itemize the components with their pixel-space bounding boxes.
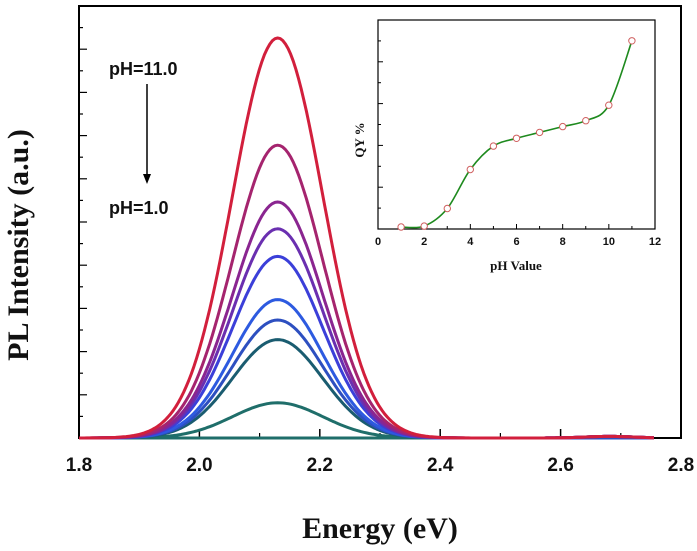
qy-data-point xyxy=(420,222,428,230)
qy-data-point xyxy=(512,134,521,143)
pl-spectrum-line xyxy=(79,36,654,440)
inset-x-tick-label: 8 xyxy=(560,236,566,248)
pl-spectrum-line xyxy=(79,254,654,440)
annotation-ph-low: pH=1.0 xyxy=(109,198,169,218)
inset-x-tick-label: 4 xyxy=(467,236,474,248)
pl-spectrum-line xyxy=(79,227,654,440)
pl-spectrum-line xyxy=(79,298,654,440)
inset-x-ticks: 0 2 4 6 8 10 12 xyxy=(375,224,661,248)
pl-spectrum-line xyxy=(79,200,654,440)
main-x-tick-label: 2.6 xyxy=(547,455,573,476)
inset-x-tick-label: 10 xyxy=(603,236,615,248)
qy-data-point xyxy=(582,117,590,125)
main-plot: 1.8 2.0 2.2 2.4 2.6 2.8 Energy (eV) PL Intens… xyxy=(2,5,694,545)
main-x-tick-label: 2.8 xyxy=(668,455,694,476)
qy-data-point xyxy=(605,101,613,109)
main-x-tick-label: 2.0 xyxy=(186,455,212,476)
inset-x-tick-label: 0 xyxy=(375,236,381,248)
main-x-tick-label: 2.2 xyxy=(307,455,333,476)
qy-data-point xyxy=(489,142,498,150)
inset-x-axis-title: pH Value xyxy=(490,258,542,273)
main-x-tick-label: 1.8 xyxy=(66,455,92,476)
inset-series-group xyxy=(397,37,636,231)
inset-x-tick-label: 6 xyxy=(513,236,519,248)
main-x-ticks: 1.8 2.0 2.2 2.4 2.6 2.8 xyxy=(66,429,694,476)
main-y-axis-title: PL Intensity (a.u.) xyxy=(2,129,35,361)
qy-data-point xyxy=(397,223,405,231)
main-y-ticks xyxy=(79,5,87,439)
qy-data-point xyxy=(628,37,636,45)
inset-plot-frame xyxy=(377,19,656,230)
qy-data-point xyxy=(535,128,544,137)
main-series-group xyxy=(79,36,654,440)
inset-x-tick-label: 12 xyxy=(649,236,661,248)
qy-data-point xyxy=(466,165,474,174)
main-x-axis-title: Energy (eV) xyxy=(302,512,458,545)
annotation-ph-high: pH=11.0 xyxy=(109,59,178,79)
inset-plot: 0 2 4 6 8 10 12 pH Value QY % xyxy=(352,19,661,273)
inset-y-axis-title: QY % xyxy=(352,122,367,157)
annotation-arrow-head xyxy=(143,174,151,184)
qy-data-point xyxy=(443,204,451,213)
inset-x-tick-label: 2 xyxy=(421,236,427,248)
inset-y-ticks xyxy=(378,19,383,230)
main-x-tick-label: 2.4 xyxy=(427,455,454,476)
qy-data-point xyxy=(559,122,567,131)
